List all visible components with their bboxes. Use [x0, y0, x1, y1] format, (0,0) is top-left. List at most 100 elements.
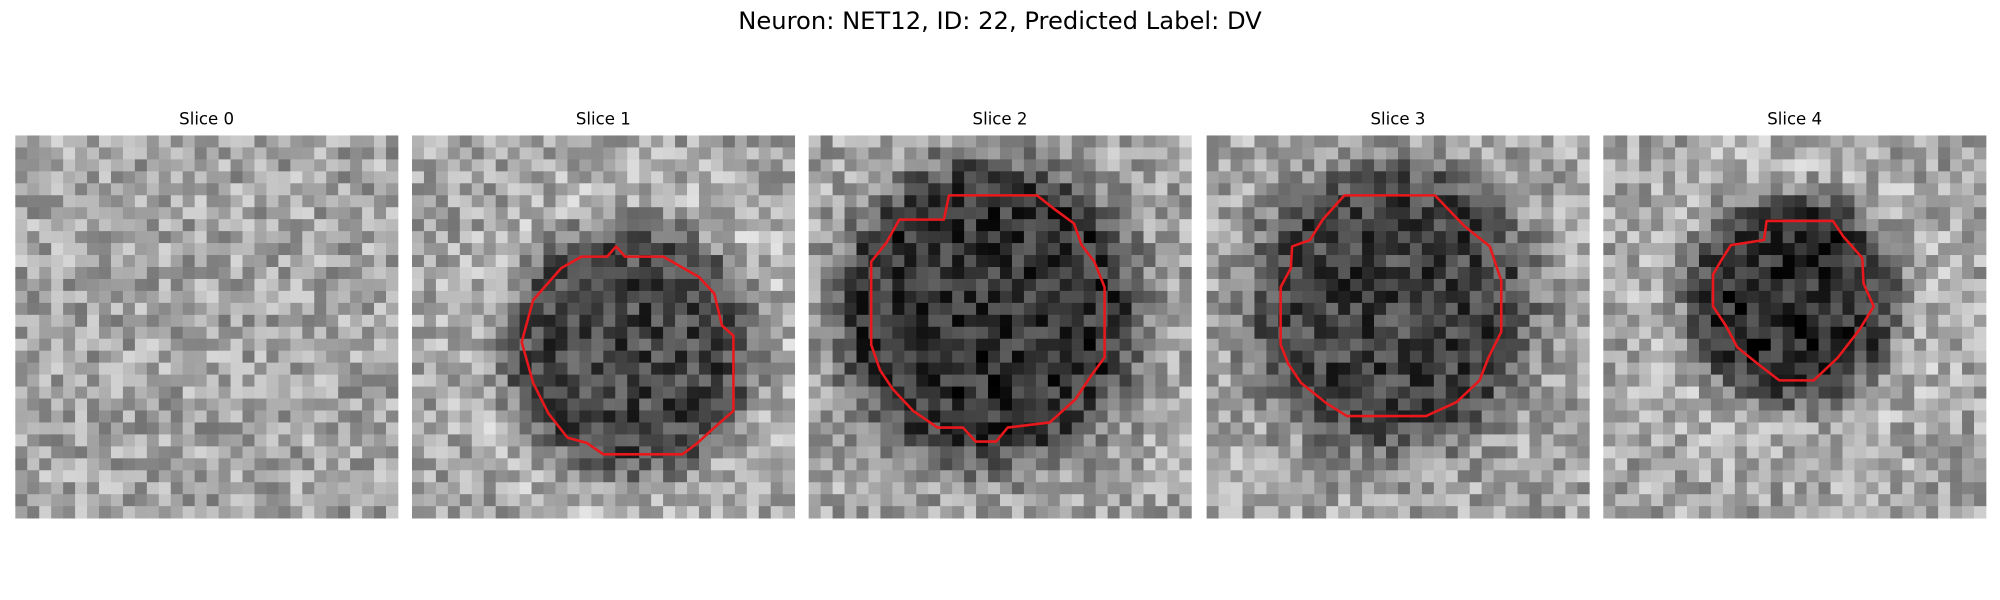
pixel: [1445, 470, 1459, 483]
pixel: [603, 171, 616, 184]
pixel: [591, 290, 604, 304]
pixel: [218, 207, 231, 220]
pixel: [194, 398, 208, 411]
pixel: [1517, 290, 1530, 304]
pixel: [1675, 171, 1688, 184]
pixel: [1830, 231, 1843, 244]
pixel: [1687, 243, 1700, 256]
pixel: [1242, 398, 1255, 411]
pixel: [1770, 135, 1784, 148]
pixel: [1818, 219, 1831, 232]
pixel: [1119, 219, 1132, 232]
pixel: [940, 410, 953, 423]
pixel: [1842, 362, 1855, 375]
pixel: [158, 266, 172, 280]
pixel: [447, 219, 461, 232]
pixel: [687, 207, 700, 220]
pixel: [1615, 338, 1628, 352]
pixel: [1890, 147, 1903, 160]
pixel: [206, 255, 219, 268]
pixel: [675, 207, 688, 220]
pixel: [314, 446, 327, 459]
pixel: [1746, 374, 1760, 387]
pixel: [543, 386, 556, 399]
pixel: [868, 135, 881, 148]
pixel: [1651, 159, 1664, 172]
pixel: [1505, 326, 1518, 340]
pixel: [110, 219, 124, 232]
pixel: [1782, 434, 1796, 447]
pixel: [1071, 374, 1085, 387]
pixel: [1433, 494, 1447, 507]
pixel: [1000, 207, 1013, 220]
pixel: [266, 338, 279, 352]
pixel: [1362, 147, 1375, 160]
pixel: [39, 494, 52, 507]
pixel: [1627, 207, 1640, 220]
pixel: [1000, 470, 1013, 483]
pixel: [1806, 302, 1819, 316]
pixel: [1505, 195, 1518, 208]
pixel: [27, 183, 40, 196]
pixel: [758, 506, 772, 519]
pixel: [1902, 231, 1915, 244]
pixel: [1782, 219, 1796, 232]
pixel: [543, 183, 556, 196]
pixel: [591, 255, 604, 268]
pixel: [1902, 458, 1915, 471]
pixel: [63, 290, 76, 304]
pixel: [1842, 398, 1855, 411]
pixel: [1155, 422, 1168, 435]
pixel: [734, 255, 748, 268]
pixel: [1059, 386, 1073, 399]
pixel: [615, 434, 628, 447]
pixel: [87, 171, 100, 184]
pixel: [374, 482, 387, 495]
pixel: [1878, 458, 1891, 471]
pixel: [1155, 183, 1168, 196]
pixel: [170, 374, 184, 387]
pixel: [1083, 147, 1097, 160]
pixel: [1179, 410, 1192, 423]
pixel: [1107, 398, 1120, 411]
pixel: [1206, 482, 1219, 495]
pixel: [639, 386, 652, 399]
pixel: [1362, 314, 1375, 328]
pixel: [338, 290, 351, 304]
pixel: [1362, 386, 1375, 399]
pixel: [758, 326, 772, 340]
pixel: [1242, 338, 1255, 352]
pixel: [194, 219, 208, 232]
pixel: [1577, 374, 1590, 387]
pixel: [1615, 386, 1628, 399]
pixel: [1047, 255, 1061, 268]
pixel: [1266, 207, 1279, 220]
pixel: [1397, 231, 1411, 244]
pixel: [266, 231, 279, 244]
pixel: [87, 195, 100, 208]
pixel: [519, 147, 532, 160]
pixel: [1374, 386, 1387, 399]
pixel: [1421, 386, 1435, 399]
pixel: [1230, 350, 1243, 364]
pixel: [916, 302, 929, 316]
pixel: [230, 386, 243, 399]
pixel: [964, 386, 977, 399]
pixel: [1505, 314, 1518, 328]
pixel: [483, 147, 497, 160]
pixel: [988, 255, 1001, 268]
pixel: [1577, 231, 1590, 244]
pixel: [1615, 290, 1628, 304]
pixel: [928, 482, 941, 495]
pixel: [1059, 374, 1073, 387]
pixel: [1529, 374, 1542, 387]
pixel: [254, 494, 267, 507]
pixel: [242, 506, 255, 519]
pixel: [952, 302, 965, 316]
pixel: [1445, 290, 1459, 304]
pixel: [1386, 290, 1399, 304]
pixel: [567, 470, 580, 483]
pixel: [892, 314, 905, 328]
pixel: [1806, 147, 1819, 160]
pixel: [374, 422, 387, 435]
